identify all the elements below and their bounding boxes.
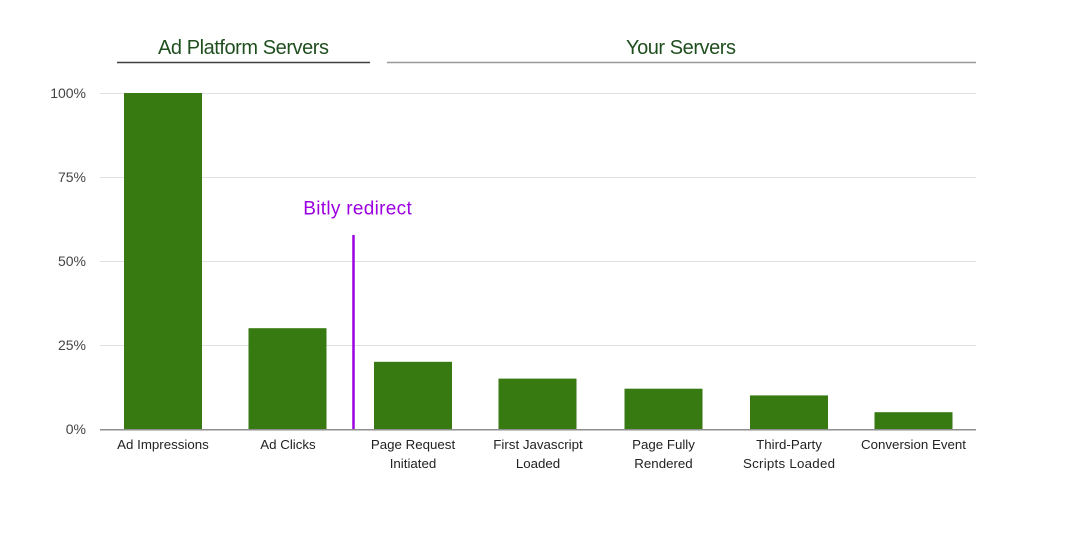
svg-text:100%: 100% xyxy=(50,85,86,101)
svg-text:Page Fully: Page Fully xyxy=(632,437,695,452)
svg-text:Ad Impressions: Ad Impressions xyxy=(117,437,209,452)
svg-text:25%: 25% xyxy=(58,337,86,353)
svg-text:0%: 0% xyxy=(66,421,86,437)
svg-text:Loaded: Loaded xyxy=(516,456,560,471)
svg-text:Rendered: Rendered xyxy=(634,456,692,471)
svg-text:Conversion Event: Conversion Event xyxy=(861,437,966,452)
svg-text:Ad Platform Servers: Ad Platform Servers xyxy=(158,37,329,59)
svg-text:Bitly redirect: Bitly redirect xyxy=(303,199,412,220)
svg-text:75%: 75% xyxy=(58,169,86,185)
svg-text:50%: 50% xyxy=(58,253,86,269)
svg-text:First Javascript: First Javascript xyxy=(493,437,583,452)
svg-text:Scripts Loaded: Scripts Loaded xyxy=(743,456,835,471)
svg-text:Your Servers: Your Servers xyxy=(626,37,736,59)
svg-text:Initiated: Initiated xyxy=(390,456,437,471)
svg-text:Ad Clicks: Ad Clicks xyxy=(260,437,316,452)
svg-text:Page Request: Page Request xyxy=(371,437,456,452)
svg-text:Third-Party: Third-Party xyxy=(756,437,822,452)
